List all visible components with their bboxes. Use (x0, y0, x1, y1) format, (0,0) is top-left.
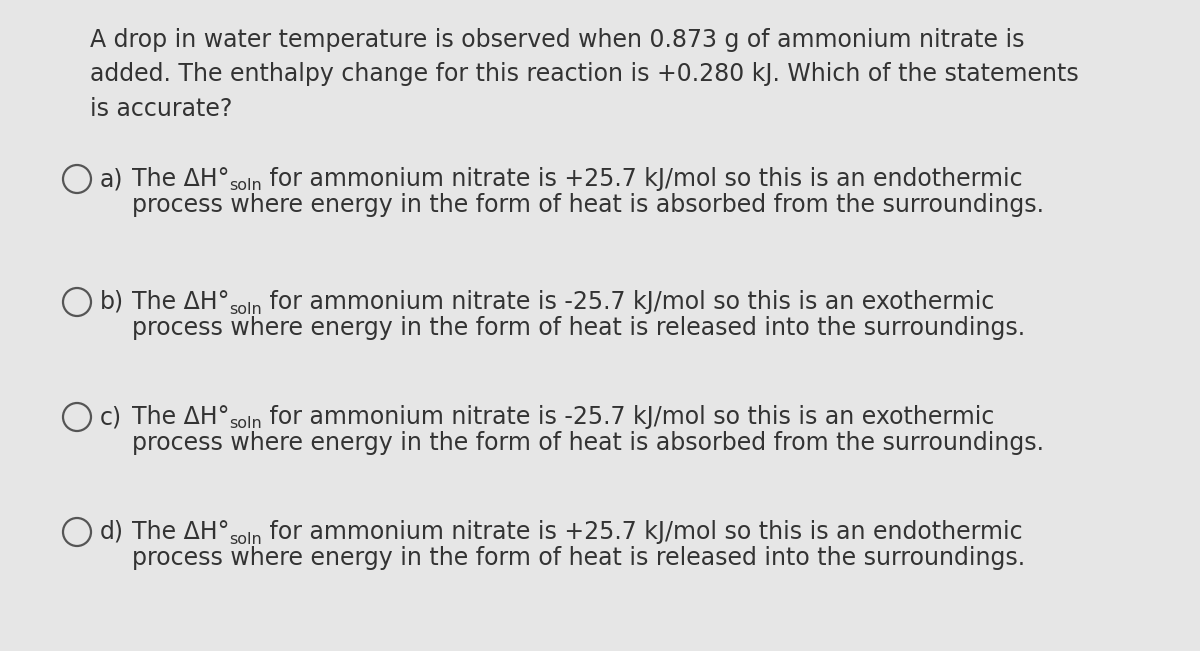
Text: soln: soln (229, 531, 263, 546)
Text: c): c) (100, 405, 122, 429)
Text: b): b) (100, 290, 124, 314)
Text: The ΔH°: The ΔH° (132, 167, 229, 191)
Text: process where energy in the form of heat is released into the surroundings.: process where energy in the form of heat… (132, 546, 1025, 570)
Text: for ammonium nitrate is +25.7 kJ/mol so this is an endothermic: for ammonium nitrate is +25.7 kJ/mol so … (263, 167, 1022, 191)
Text: process where energy in the form of heat is absorbed from the surroundings.: process where energy in the form of heat… (132, 193, 1044, 217)
Text: for ammonium nitrate is +25.7 kJ/mol so this is an endothermic: for ammonium nitrate is +25.7 kJ/mol so … (263, 520, 1022, 544)
Text: process where energy in the form of heat is released into the surroundings.: process where energy in the form of heat… (132, 316, 1025, 340)
Text: for ammonium nitrate is -25.7 kJ/mol so this is an exothermic: for ammonium nitrate is -25.7 kJ/mol so … (263, 290, 995, 314)
Text: d): d) (100, 520, 124, 544)
Text: The ΔH°: The ΔH° (132, 405, 229, 429)
Text: The ΔH°: The ΔH° (132, 520, 229, 544)
Text: A drop in water temperature is observed when 0.873 g of ammonium nitrate is
adde: A drop in water temperature is observed … (90, 28, 1079, 121)
Text: for ammonium nitrate is -25.7 kJ/mol so this is an exothermic: for ammonium nitrate is -25.7 kJ/mol so … (263, 405, 995, 429)
Text: process where energy in the form of heat is absorbed from the surroundings.: process where energy in the form of heat… (132, 431, 1044, 455)
Text: soln: soln (229, 417, 263, 432)
Text: soln: soln (229, 301, 263, 316)
Text: a): a) (100, 167, 124, 191)
Text: The ΔH°: The ΔH° (132, 290, 229, 314)
Text: soln: soln (229, 178, 263, 193)
